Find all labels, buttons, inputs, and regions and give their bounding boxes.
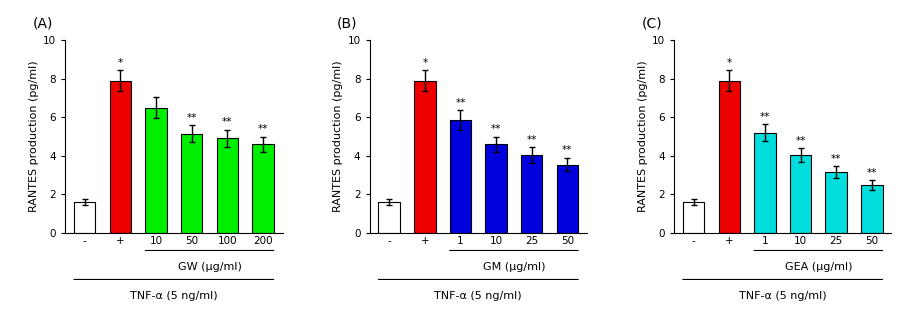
Text: **: ** xyxy=(258,124,268,134)
Text: **: ** xyxy=(222,118,233,128)
Bar xyxy=(110,81,131,233)
Bar xyxy=(216,139,238,233)
Text: **: ** xyxy=(491,124,501,134)
Text: **: ** xyxy=(562,146,573,156)
Text: GW (μg/ml): GW (μg/ml) xyxy=(177,262,242,272)
Bar xyxy=(557,165,578,233)
Bar xyxy=(790,155,811,233)
Bar xyxy=(146,108,167,233)
Y-axis label: RANTES production (pg/ml): RANTES production (pg/ml) xyxy=(333,61,343,212)
Text: TNF-α (5 ng/ml): TNF-α (5 ng/ml) xyxy=(130,291,218,301)
Bar xyxy=(862,185,882,233)
Text: *: * xyxy=(423,58,427,68)
Y-axis label: RANTES production (pg/ml): RANTES production (pg/ml) xyxy=(638,61,648,212)
Text: *: * xyxy=(118,58,123,68)
Text: TNF-α (5 ng/ml): TNF-α (5 ng/ml) xyxy=(738,291,826,301)
Bar xyxy=(485,144,507,233)
Text: (A): (A) xyxy=(33,16,52,30)
Text: *: * xyxy=(727,58,732,68)
Text: **: ** xyxy=(186,113,197,123)
Bar xyxy=(521,155,542,233)
Text: **: ** xyxy=(759,112,770,122)
Bar xyxy=(683,202,704,233)
Text: **: ** xyxy=(795,136,805,146)
Bar xyxy=(754,133,776,233)
Bar xyxy=(414,81,435,233)
Text: **: ** xyxy=(455,98,466,108)
Text: GM (μg/ml): GM (μg/ml) xyxy=(482,262,545,272)
Bar xyxy=(719,81,740,233)
Text: (B): (B) xyxy=(337,16,357,30)
Bar xyxy=(450,120,472,233)
Text: GEA (μg/ml): GEA (μg/ml) xyxy=(785,262,853,272)
Y-axis label: RANTES production (pg/ml): RANTES production (pg/ml) xyxy=(29,61,39,212)
Bar xyxy=(825,172,847,233)
Text: TNF-α (5 ng/ml): TNF-α (5 ng/ml) xyxy=(434,291,522,301)
Bar xyxy=(74,202,95,233)
Text: **: ** xyxy=(527,135,537,145)
Bar xyxy=(181,134,203,233)
Text: **: ** xyxy=(867,168,877,178)
Text: (C): (C) xyxy=(642,16,662,30)
Bar xyxy=(252,144,273,233)
Text: **: ** xyxy=(831,154,842,164)
Bar xyxy=(378,202,400,233)
